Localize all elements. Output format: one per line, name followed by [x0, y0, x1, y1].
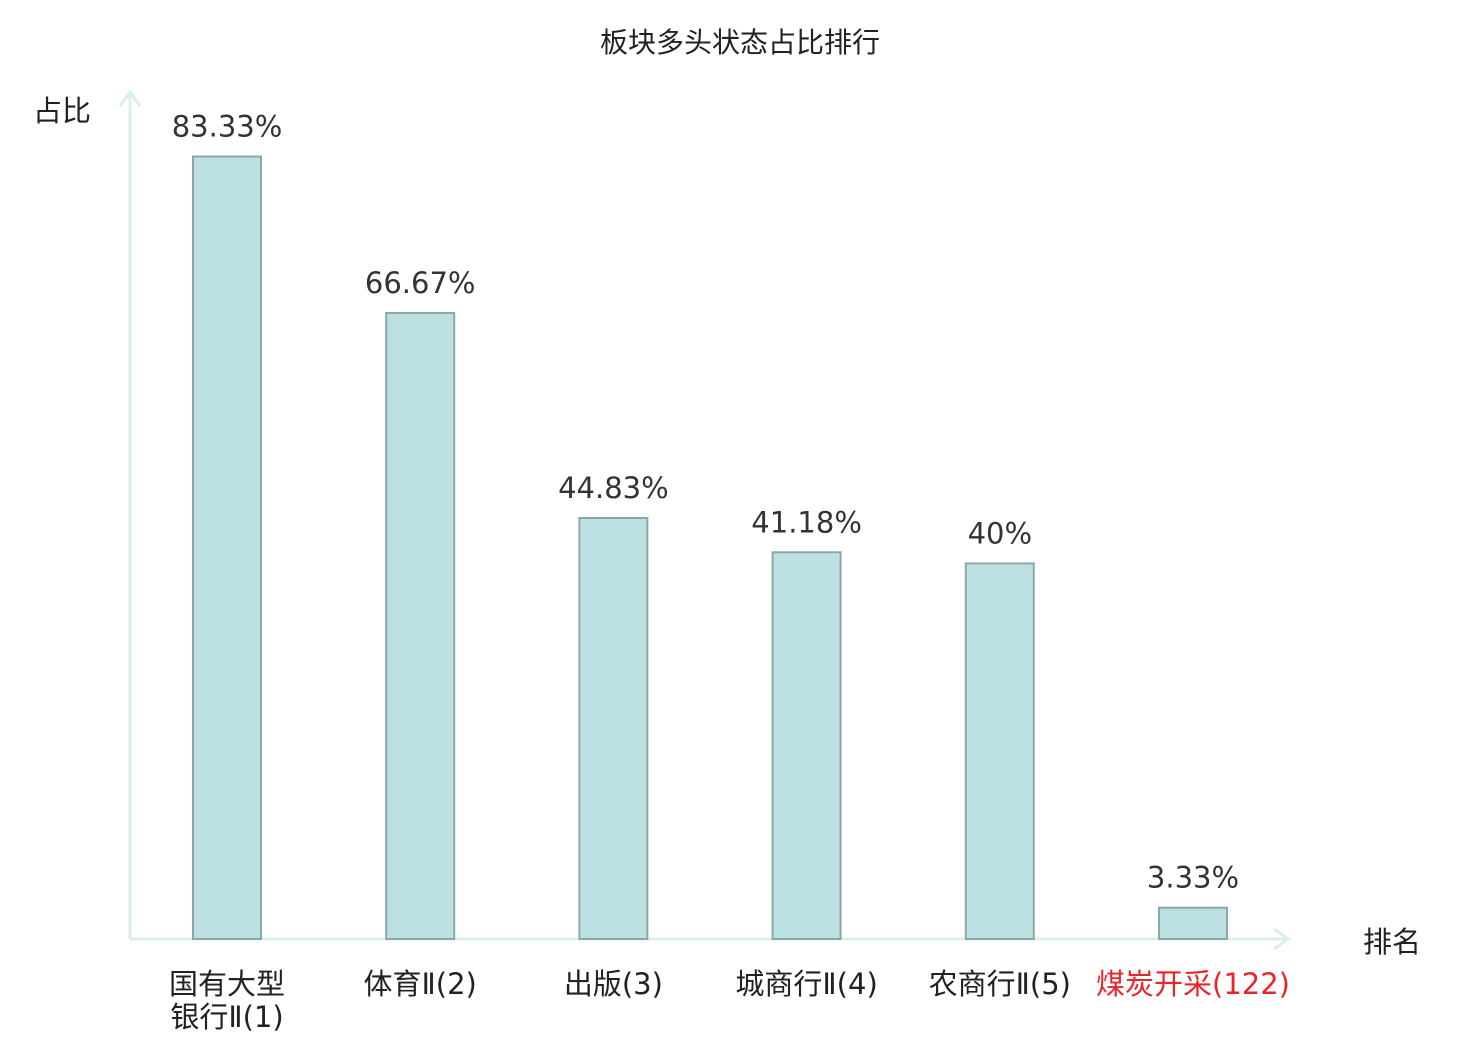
x-axis-label: 排名 — [1363, 925, 1421, 959]
data-label: 44.83% — [558, 471, 669, 505]
bar — [578, 517, 649, 940]
value-labels-group: 83.33% 66.67% 44.83% 41.18% 40% 3.33% — [172, 110, 1239, 895]
data-label: 3.33% — [1147, 861, 1239, 895]
bar — [964, 562, 1035, 941]
x-tick-label: 农商行Ⅱ(5) — [929, 967, 1071, 1001]
data-label: 66.67% — [365, 266, 476, 300]
category-labels-group: 国有大型银行Ⅱ(1) 体育Ⅱ(2) 出版(3) 城商行Ⅱ(4) 农商行Ⅱ(5) 煤炭开采(… — [169, 967, 1290, 1034]
x-tick-label: 城商行Ⅱ(4) — [735, 967, 877, 1001]
x-axis-arrow-icon — [1273, 927, 1291, 951]
bar — [385, 312, 456, 940]
x-tick-label: 煤炭开采(122) — [1096, 967, 1290, 1001]
axes — [118, 89, 1291, 951]
x-tick-label: 体育Ⅱ(2) — [364, 967, 477, 1001]
data-label: 40% — [968, 516, 1032, 550]
chart-title: 板块多头状态占比排行 — [600, 26, 880, 59]
y-axis-label: 占比 — [33, 94, 91, 128]
bar — [771, 551, 842, 940]
x-tick-label: 出版(3) — [564, 967, 663, 1001]
data-label: 83.33% — [172, 110, 283, 144]
x-tick-label: 国有大型银行Ⅱ(1) — [169, 967, 285, 1034]
bar — [192, 155, 262, 940]
y-axis-arrow-icon — [118, 89, 142, 107]
bar — [1158, 906, 1228, 941]
data-label: 41.18% — [751, 505, 862, 539]
bars-group — [192, 155, 1228, 941]
